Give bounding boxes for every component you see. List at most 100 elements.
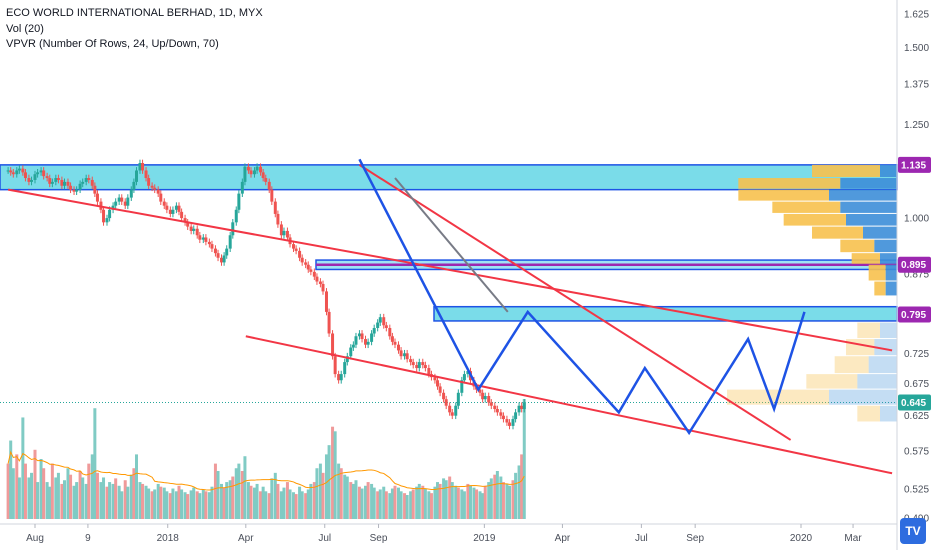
price-tag-label: 1.135	[901, 160, 926, 171]
volume-bar	[433, 486, 437, 519]
volume-bar	[6, 463, 10, 519]
candle-body	[264, 178, 268, 182]
candle-body	[370, 333, 374, 342]
candle-body	[376, 322, 380, 328]
volume-bar	[343, 474, 347, 519]
volume-bar	[120, 491, 124, 519]
candle-body	[393, 341, 397, 345]
volume-bar	[81, 477, 85, 519]
candle-body	[444, 399, 448, 406]
time-tick-label: Aug	[26, 533, 44, 544]
candle-body	[333, 356, 337, 375]
volume-bar	[9, 440, 13, 519]
volume-bar	[156, 483, 160, 519]
volume-bar	[468, 485, 472, 519]
legend-vpvr: VPVR (Number Of Rows, 24, Up/Down, 70)	[6, 38, 219, 50]
volume-bar	[495, 471, 499, 519]
legend-volume: Vol (20)	[6, 22, 44, 35]
volume-bar	[405, 495, 409, 519]
price-tags: 1.135 0.895 0.795 0.645	[898, 156, 931, 411]
candle-body	[487, 395, 491, 403]
vp-row-up	[846, 213, 897, 226]
volume-bar	[360, 488, 364, 519]
volume-bar	[372, 487, 376, 519]
candle-body	[331, 333, 335, 357]
candle-body	[69, 185, 73, 190]
candle-body	[45, 176, 49, 179]
volume-bar	[354, 480, 358, 519]
candle-body	[304, 262, 308, 265]
candle-body	[522, 402, 526, 410]
vp-row-up	[885, 264, 897, 281]
volume-bar	[150, 491, 154, 519]
candle-body	[192, 228, 196, 231]
volume-bar	[11, 468, 15, 519]
price-tick-label: 1.375	[904, 80, 929, 91]
volume-bar	[423, 488, 427, 519]
candle-body	[501, 415, 505, 420]
tradingview-logo-icon[interactable]: TV	[900, 518, 926, 544]
candle-body	[189, 226, 193, 231]
volume-bar	[186, 494, 190, 519]
candle-body	[481, 392, 485, 400]
candle-body	[54, 178, 58, 182]
candle-body	[11, 172, 15, 175]
candle-body	[372, 327, 376, 334]
price-tick-label: 0.875	[904, 270, 929, 281]
volume-bar	[39, 459, 43, 519]
vp-row-up	[840, 201, 897, 213]
volume-bar	[78, 471, 82, 519]
candle-body	[396, 344, 400, 351]
volume-bar	[378, 489, 382, 519]
vp-row-down	[874, 281, 886, 296]
candle-body	[21, 168, 25, 173]
volume-bar	[438, 483, 442, 519]
candle-body	[378, 317, 382, 323]
candle-body	[60, 179, 64, 186]
volume-bar	[390, 488, 394, 519]
volume-bar	[409, 491, 413, 519]
candle-body	[421, 362, 425, 366]
vp-row-up	[880, 253, 897, 264]
candle-body	[312, 271, 316, 277]
candle-body	[220, 257, 224, 263]
volume-bar	[384, 491, 388, 519]
candle-body	[33, 174, 37, 180]
candle-body	[216, 253, 220, 258]
candle-body	[427, 368, 431, 375]
candle-body	[84, 178, 88, 182]
candle-body	[132, 181, 136, 190]
volume-bar	[222, 487, 226, 519]
volume-bar	[454, 485, 458, 519]
candle-body	[273, 201, 277, 214]
volume-bar	[448, 476, 452, 519]
vp-row-up	[885, 281, 897, 296]
legend-symbol: ECO WORLD INTERNATIONAL BERHAD, 1D, MYX	[6, 7, 263, 19]
volume-bar	[162, 487, 166, 519]
vp-row-up	[857, 374, 897, 389]
candle-body	[433, 377, 437, 381]
candle-body	[15, 170, 19, 175]
volume-bar	[132, 468, 136, 519]
candle-body	[282, 230, 286, 236]
candle-body	[48, 178, 52, 184]
volume-bar	[90, 454, 94, 519]
candle-body	[520, 405, 524, 410]
candle-body	[177, 205, 181, 212]
volume-bar	[117, 485, 121, 519]
volume-bar	[270, 478, 274, 519]
vp-row-down	[783, 213, 846, 226]
candle-body	[234, 209, 238, 223]
volume-bar	[30, 472, 34, 519]
candle-body	[36, 172, 40, 175]
vp-row-down	[738, 189, 829, 201]
volume-bar	[198, 493, 202, 519]
candle-body	[141, 163, 145, 171]
volume-bar	[153, 489, 157, 519]
candle-body	[249, 170, 253, 175]
candle-body	[93, 185, 97, 194]
candle-body	[81, 181, 85, 184]
volume-bar	[174, 491, 178, 519]
